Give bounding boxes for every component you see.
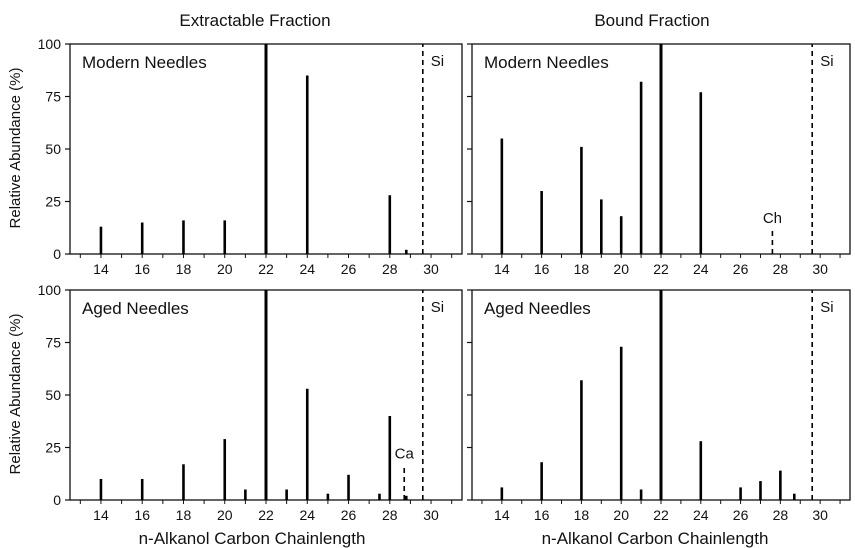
- y-tick-label: 25: [45, 440, 61, 456]
- x-tick-label: 30: [423, 261, 439, 277]
- x-tick-label: 22: [258, 507, 274, 523]
- x-tick-label: 16: [534, 507, 550, 523]
- marker-label-si: Si: [431, 53, 444, 70]
- panel-title: Modern Needles: [82, 53, 207, 72]
- x-tick-label: 22: [653, 261, 669, 277]
- x-tick-label: 26: [733, 261, 749, 277]
- marker-label-ch: Ch: [763, 210, 782, 227]
- panel-title: Aged Needles: [484, 299, 591, 318]
- x-tick-label: 28: [382, 261, 398, 277]
- y-tick-label: 75: [45, 335, 61, 351]
- x-tick-label: 26: [341, 261, 357, 277]
- chart-panel-1: 14 16 18 20 22 24 26 28 30 0 25 50 75 100 Si Modern Nee…: [38, 36, 463, 277]
- marker-label-si: Si: [820, 53, 833, 70]
- x-tick-label: 30: [812, 261, 828, 277]
- x-tick-label: 30: [812, 507, 828, 523]
- x-tick-label: 14: [93, 507, 109, 523]
- y-axis-label-bottom: Relative Abundance (%): [7, 314, 24, 475]
- y-tick-label: 100: [38, 282, 62, 298]
- x-tick-label: 20: [613, 507, 629, 523]
- column-title-extractable: Extractable Fraction: [179, 11, 330, 30]
- marker-label-si: Si: [820, 299, 833, 316]
- panel-title: Modern Needles: [484, 53, 609, 72]
- x-tick-label: 14: [494, 507, 510, 523]
- x-tick-label: 18: [176, 261, 192, 277]
- x-tick-label: 20: [613, 261, 629, 277]
- x-tick-label: 26: [341, 507, 357, 523]
- x-tick-label: 16: [134, 261, 150, 277]
- x-tick-label: 18: [176, 507, 192, 523]
- x-tick-label: 18: [574, 507, 590, 523]
- y-tick-label: 50: [45, 387, 61, 403]
- x-tick-label: 28: [382, 507, 398, 523]
- x-tick-label: 14: [93, 261, 109, 277]
- y-tick-label: 50: [45, 141, 61, 157]
- x-tick-label: 16: [534, 261, 550, 277]
- x-tick-label: 18: [574, 261, 590, 277]
- y-tick-label: 25: [45, 194, 61, 210]
- y-tick-label: 0: [53, 246, 61, 262]
- x-tick-label: 22: [258, 261, 274, 277]
- x-tick-label: 16: [134, 507, 150, 523]
- column-title-bound: Bound Fraction: [594, 11, 709, 30]
- y-tick-label: 100: [38, 36, 62, 52]
- chart-panel-3: 14 16 18 20 22 24 26 28 30 0 25 50 75 100 Si Ca Aged Nee…: [38, 282, 463, 523]
- x-tick-label: 30: [423, 507, 439, 523]
- x-tick-label: 28: [773, 261, 789, 277]
- x-tick-label: 24: [693, 507, 709, 523]
- x-tick-label: 20: [217, 507, 233, 523]
- x-tick-label: 24: [693, 261, 709, 277]
- chart-panel-2: 14 16 18 20 22 24 26 28 30 Si Ch Modern Needles: [467, 43, 851, 277]
- marker-label-ca: Ca: [395, 445, 415, 462]
- marker-label-si: Si: [431, 299, 444, 316]
- y-tick-label: 0: [53, 492, 61, 508]
- x-tick-label: 26: [733, 507, 749, 523]
- x-tick-label: 24: [299, 507, 315, 523]
- chart-panel-4: 14 16 18 20 22 24 26 28 30 Si Aged Needles: [467, 289, 851, 523]
- x-axis-label-left: n-Alkanol Carbon Chainlength: [139, 529, 366, 548]
- y-axis-label-top: Relative Abundance (%): [7, 68, 24, 229]
- x-tick-label: 28: [773, 507, 789, 523]
- x-tick-label: 14: [494, 261, 510, 277]
- x-tick-label: 24: [299, 261, 315, 277]
- x-tick-label: 22: [653, 507, 669, 523]
- x-tick-label: 20: [217, 261, 233, 277]
- panel-title: Aged Needles: [82, 299, 189, 318]
- y-tick-label: 75: [45, 89, 61, 105]
- x-axis-label-right: n-Alkanol Carbon Chainlength: [542, 529, 769, 548]
